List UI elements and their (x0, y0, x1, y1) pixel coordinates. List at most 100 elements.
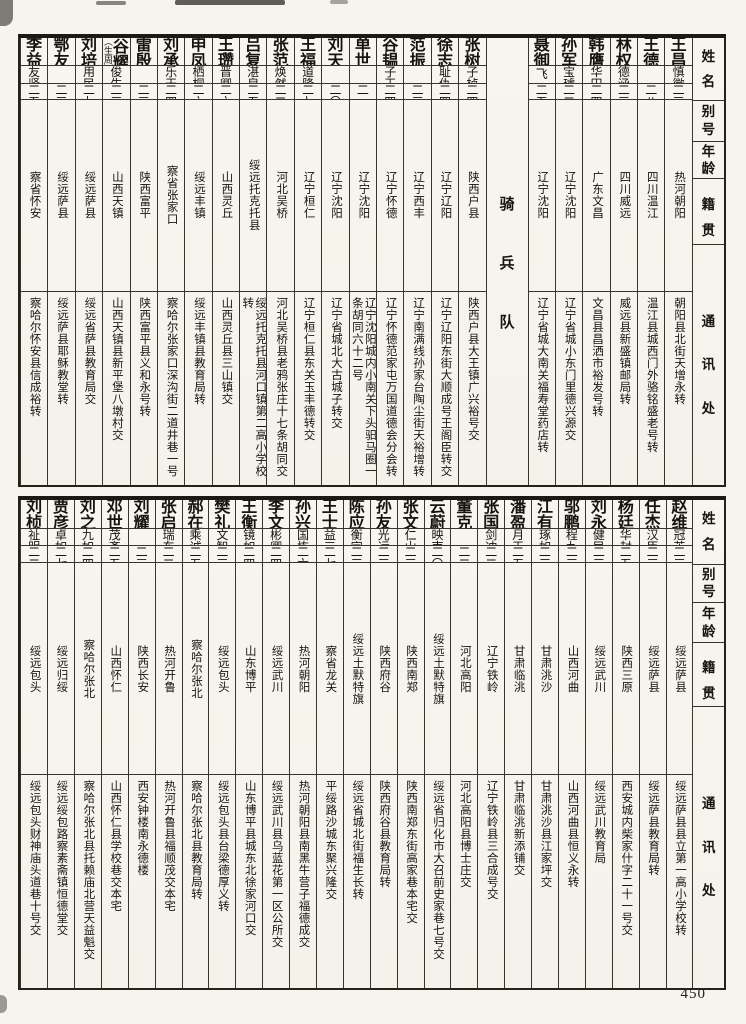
alias-cell: 国栋 (290, 527, 316, 545)
age-cell: 二三 (665, 82, 692, 99)
age-cell: 二二 (478, 544, 505, 562)
alias-cell: 湛泉 (240, 64, 267, 83)
contact-cell: 山西河曲县恒义永转 (558, 773, 585, 988)
name-cell: 邬鹏翔 (563, 500, 580, 528)
name-cell: 王德先 (643, 38, 660, 65)
person-column: 杨廷桢华封二五陕西三原西安城内柴家什字二十一号交 (611, 500, 639, 988)
age-cell: 二七 (294, 82, 322, 99)
person-column: 韩膺华田二四广东文昌文昌县昌洒市裕发号转 (582, 38, 610, 485)
origin-cell: 热河朝阳 (290, 562, 316, 773)
origin-cell: 热河开鲁 (155, 562, 182, 773)
header-origin-label: 籍贯 (692, 178, 724, 244)
age-cell: 二三 (558, 544, 585, 562)
age-cell: 二四 (377, 82, 404, 99)
age-cell: 二七 (316, 544, 343, 562)
age-cell: 二三 (610, 82, 638, 99)
contact-cell: 陕西南郑东街高家巷本宅交 (397, 773, 424, 988)
origin-cell: 河北吴桥 (267, 98, 294, 291)
origin-cell: 辽宁怀德 (377, 98, 404, 291)
age-cell: 二七 (48, 544, 74, 562)
contact-cell: 西安城内柴家什字二十一号交 (612, 773, 639, 988)
contact-cell: 绥远武川教育局 (585, 773, 612, 988)
contact-cell: 绥远包头县台梁德厚义转 (209, 773, 236, 988)
person-column: 李文彬卿二四绥远武川绥远武川县乌蓝花第一区公所交 (262, 500, 290, 988)
origin-cell: 绥远丰镇 (185, 98, 212, 291)
scan-artifact (0, 0, 13, 26)
contact-cell: 绥远丰镇县教育局转 (185, 290, 212, 485)
alias-cell (322, 64, 349, 83)
alias-cell: 冠英 (666, 527, 693, 545)
origin-cell: 绥远武川 (585, 562, 612, 773)
person-column: 刘之升九如二四察哈尔张北察哈尔张北县托赖庙北营天益魁交 (73, 500, 101, 988)
person-column: 王福兴道隆二七辽宁桓仁辽宁桓仁县东关玉丰德转交 (293, 38, 322, 485)
name-cell: 雷殷 (135, 38, 152, 65)
person-column: 刘天魁二〇辽宁沈阳辽宁省城北大古城子转交 (321, 38, 349, 485)
alias-cell: 友贤 (20, 64, 48, 83)
person-column: 张树楠子桢二四陕西户县陕西户县大王镇广兴裕号交 (458, 38, 486, 485)
age-cell: 二六 (290, 544, 316, 562)
name-cell: 谷韫山 (382, 38, 399, 65)
contact-cell: 绥远武川县乌蓝花第一区公所交 (263, 773, 290, 988)
age-cell: 二六 (185, 82, 212, 99)
age-cell: 二五 (505, 544, 532, 562)
alias-cell: 镜如 (236, 527, 263, 545)
age-cell: 二四 (583, 82, 610, 99)
origin-cell: 绥远萨县 (639, 562, 666, 773)
age-cell: 二五 (20, 82, 48, 99)
origin-cell: 绥远归绥 (48, 562, 74, 773)
alias-cell: 乘诚 (182, 527, 209, 545)
person-column: 林权德涵二三四川威远威远县新盛镇邮局转 (609, 38, 638, 485)
alias-cell: 华田 (583, 64, 610, 83)
alias-cell: 九如 (74, 527, 101, 545)
name-cell: 张启祥 (160, 500, 177, 528)
name-cell: 杨廷桢 (617, 500, 634, 528)
contact-cell: 甘肃临洮新添铺交 (505, 773, 532, 988)
alias-cell: 剑冲 (478, 527, 505, 545)
age-cell: 二五 (528, 82, 555, 99)
contact-cell: 辽宁铁岭县三合成号交 (478, 773, 505, 988)
alias-cell (128, 527, 155, 545)
age-cell: 二三 (48, 82, 75, 99)
contact-cell: 绥远省城北街福生长转 (343, 773, 370, 988)
age-cell: 二四 (74, 544, 101, 562)
contact-cell: 平绥路沙城东聚兴隆交 (316, 773, 343, 988)
contact-cell: 陕西富平县义和永号转 (130, 290, 157, 485)
name-cell: 李文 (268, 500, 285, 528)
person-column: 孙友雄光远二三陕西府谷陕西府谷县教育局转 (369, 500, 397, 988)
name-cell: 刘培裕 (80, 38, 97, 65)
alias-cell (451, 527, 478, 545)
person-column: 张启祥瑞东二二热河开鲁热河开鲁县福顺茂交本宅 (154, 500, 182, 988)
age-cell: 二八 (638, 82, 665, 99)
origin-cell: 山东博平 (236, 562, 263, 773)
origin-cell: 绥远包头 (209, 562, 236, 773)
scan-artifact (330, 0, 348, 4)
alias-cell: 益三 (316, 527, 343, 545)
origin-cell: 绥远土默特旗 (343, 562, 370, 773)
origin-cell: 广东文昌 (583, 98, 610, 291)
age-cell: 二三 (585, 544, 612, 562)
person-column: 申凤鸣栖桐二六绥远丰镇绥远丰镇县教育局转 (184, 38, 212, 485)
name-cell: 林权 (615, 38, 632, 65)
alias-cell: 映南 (424, 527, 451, 545)
name-cell: 张范新 (272, 38, 289, 65)
header-alias-label: 别号 (692, 100, 724, 141)
name-cell: 王瓒 (217, 38, 234, 65)
name-cell: 孙军良 (561, 38, 578, 65)
origin-cell: 绥远萨县 (666, 562, 693, 773)
age-cell: 二三 (370, 544, 397, 562)
person-column: 谷耀仑︵生周︶俊生二三山西天镇山西天镇县新平堡八墩村交 (102, 38, 130, 485)
contact-cell: 辽宁辽阳东街大顺成号王阁臣转交 (431, 290, 459, 485)
person-column: 董克恭二二河北高阳河北高阳县博士庄交 (450, 500, 478, 988)
roster-table-bottom: 姓名别号年龄籍贯通讯处赵维威冠英二三绥远萨县绥远萨县县立第一高小学校转任杰汉臣二… (18, 496, 726, 990)
roster-grid: 姓名别号年龄籍贯通讯处王昌五慎徽二三热河朝阳朝阳县北街天增永转王德先二八四川温江… (19, 38, 724, 485)
person-column: 任杰汉臣二三绥远萨县绥远萨县教育局转 (638, 500, 666, 988)
contact-cell: 山东博平县城东北徐家河口交 (236, 773, 263, 988)
origin-cell: 辽宁沈阳 (528, 98, 555, 291)
contact-cell: 绥远托克托县河口镇第二高小学校转 (240, 290, 267, 485)
header-age-label: 年龄 (693, 602, 724, 642)
header-origin-label: 籍贯 (693, 642, 724, 706)
name-cell: 邓世兴 (106, 500, 123, 528)
name-cell: 任杰 (644, 500, 661, 528)
person-column: 聂御风飞二五辽宁沈阳辽宁省城大南关福寿堂药店转 (527, 38, 555, 485)
alias-cell: 俊生 (103, 64, 130, 83)
